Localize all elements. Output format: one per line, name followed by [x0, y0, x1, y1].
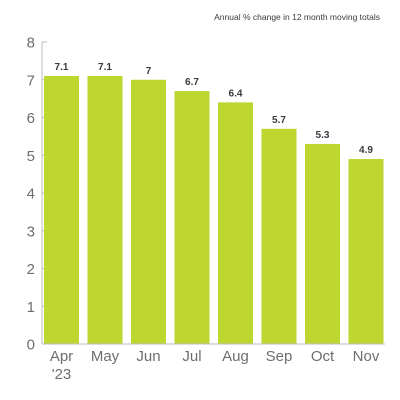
y-tick-label: 6 — [27, 110, 35, 127]
x-tick-label: Apr — [50, 348, 73, 365]
bar — [131, 79, 166, 344]
y-tick-label: 4 — [27, 186, 35, 203]
data-label: 4.9 — [359, 145, 373, 156]
bar — [218, 102, 253, 345]
data-label: 7.1 — [98, 62, 112, 73]
bar — [261, 128, 297, 344]
y-tick-label: 1 — [27, 299, 35, 316]
y-tick-label: 2 — [27, 261, 35, 278]
data-label: 5.7 — [272, 115, 286, 126]
bar — [305, 143, 340, 344]
data-label: 6.7 — [185, 77, 199, 88]
x-tick-label: Oct — [311, 348, 335, 365]
bar — [44, 75, 79, 344]
y-tick-label: 3 — [27, 223, 35, 240]
x-tick-label: Sep — [266, 348, 293, 365]
bar — [87, 75, 123, 344]
data-label: 6.4 — [229, 88, 243, 99]
bar — [348, 159, 384, 344]
x-tick-label: Jul — [182, 348, 201, 365]
y-tick-label: 0 — [27, 337, 35, 354]
data-labels-group: 7.1 7.1 7 6.7 6.4 5.7 5.3 4.9 — [55, 62, 374, 156]
x-tick-sublabel: '23 — [52, 366, 72, 383]
x-tick-label: May — [91, 348, 120, 365]
data-label: 5.3 — [316, 130, 330, 141]
x-tick-label: Jun — [136, 348, 160, 365]
y-axis: 0 1 2 3 4 5 6 7 8 — [27, 35, 47, 354]
bars-group — [44, 75, 384, 345]
x-axis: Apr'23 May Jun Jul Aug Sep Oct Nov — [42, 343, 385, 383]
y-tick-label: 5 — [27, 148, 35, 165]
data-label: 7.1 — [55, 62, 69, 73]
bar — [174, 91, 210, 344]
data-label: 7 — [146, 66, 152, 77]
x-tick-label: Nov — [353, 348, 380, 365]
y-tick-label: 8 — [27, 35, 35, 52]
x-tick-label: Aug — [222, 348, 249, 365]
chart-subtitle: Annual % change in 12 month moving total… — [214, 12, 380, 22]
y-tick-label: 7 — [27, 72, 35, 89]
